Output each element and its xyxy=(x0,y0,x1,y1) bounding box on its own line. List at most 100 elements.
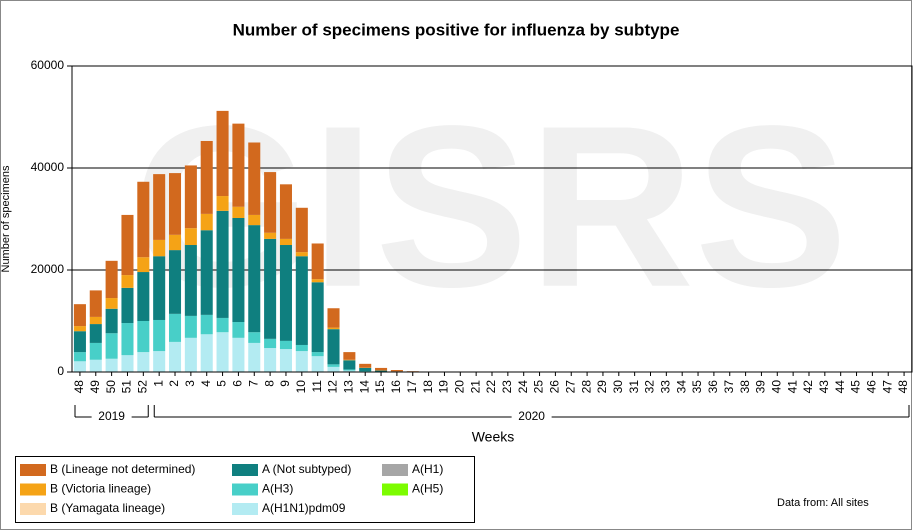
x-tick-label: 11 xyxy=(310,380,324,393)
bar-segment xyxy=(89,342,102,360)
x-tick-label: 23 xyxy=(500,380,514,394)
x-tick-label: 26 xyxy=(548,380,562,394)
bar-segment xyxy=(327,308,340,328)
x-tick-label: 34 xyxy=(674,380,688,394)
year-label: 2020 xyxy=(518,409,545,423)
x-tick-label: 43 xyxy=(817,380,831,394)
legend-box xyxy=(15,456,475,523)
x-tick-label: 9 xyxy=(278,380,292,387)
bar-segment xyxy=(184,245,197,316)
bar-segment xyxy=(73,361,86,372)
x-tick-label: 27 xyxy=(563,380,577,394)
x-tick-label: 45 xyxy=(849,380,863,394)
bar-segment xyxy=(168,234,182,251)
bar-segment xyxy=(153,351,166,372)
x-tick-label: 51 xyxy=(120,380,134,394)
bar-segment xyxy=(311,243,324,280)
bar-segment xyxy=(248,342,261,372)
bar-segment xyxy=(327,329,340,365)
legend-label: A(H1) xyxy=(412,462,443,476)
bar-segment xyxy=(89,359,102,372)
bar-segment xyxy=(216,210,229,318)
bar-segment xyxy=(200,230,213,315)
bar-segment xyxy=(153,239,166,257)
legend-label: A(H3) xyxy=(262,482,293,496)
legend-label: A(H1N1)pdm09 xyxy=(262,501,346,515)
x-tick-label: 52 xyxy=(135,380,149,394)
legend-swatch xyxy=(382,483,408,496)
x-tick-label: 17 xyxy=(405,380,419,394)
bar-segment xyxy=(311,356,324,372)
bar-segment xyxy=(89,316,102,325)
y-tick-label: 60000 xyxy=(31,58,65,72)
bar-segment xyxy=(121,355,134,372)
source-note: Data from: All sites xyxy=(777,497,869,509)
x-tick-label: 33 xyxy=(659,380,673,394)
x-tick-label: 35 xyxy=(690,380,704,394)
x-tick-label: 19 xyxy=(437,380,451,394)
bar-segment xyxy=(343,352,356,360)
year-label: 2019 xyxy=(98,409,125,423)
bar-segment xyxy=(232,337,245,372)
x-tick-label: 49 xyxy=(88,380,102,394)
bar-segment xyxy=(153,256,166,320)
bar-segment xyxy=(184,228,197,246)
bar-segment xyxy=(279,245,292,341)
bar-segment xyxy=(105,358,118,372)
bar-segment xyxy=(390,370,403,372)
bar-segment xyxy=(343,369,356,371)
bar-segment xyxy=(279,184,292,239)
bar-segment xyxy=(121,214,134,276)
x-tick-label: 30 xyxy=(611,380,625,394)
x-tick-label: 1 xyxy=(151,380,165,387)
bar-segment xyxy=(375,367,388,371)
bar-segment xyxy=(73,331,86,353)
x-tick-label: 21 xyxy=(468,380,482,394)
x-tick-label: 22 xyxy=(484,380,498,394)
bar-segment xyxy=(200,314,213,335)
x-tick-label: 2 xyxy=(167,380,181,387)
chart-title: Number of specimens positive for influen… xyxy=(233,20,680,39)
bar-segment xyxy=(153,174,166,240)
bar-segment xyxy=(168,341,182,372)
bar-segment xyxy=(343,370,356,372)
bar-segment xyxy=(73,326,86,332)
bar-segment xyxy=(137,321,150,353)
bar-segment xyxy=(168,313,182,342)
bar-segment xyxy=(248,214,261,226)
legend-label: B (Lineage not determined) xyxy=(50,462,195,476)
bar-segment xyxy=(232,217,245,323)
x-tick-label: 14 xyxy=(357,380,371,394)
bar-segment xyxy=(264,232,277,239)
bar-segment xyxy=(343,359,356,361)
bar-segment xyxy=(375,370,388,372)
x-tick-label: 5 xyxy=(215,380,229,387)
x-tick-label: 39 xyxy=(754,380,768,394)
x-tick-label: 32 xyxy=(643,380,657,394)
bar-segment xyxy=(264,238,277,339)
bar-segment xyxy=(248,142,261,215)
bar-segment xyxy=(232,206,245,218)
legend-swatch xyxy=(232,503,258,515)
y-tick-label: 20000 xyxy=(31,262,65,276)
bar-segment xyxy=(359,370,372,372)
bar-segment xyxy=(121,287,134,324)
bar-segment xyxy=(121,275,134,288)
bar-segment xyxy=(200,140,213,214)
bar-segment xyxy=(105,298,118,309)
bar-segment xyxy=(105,260,118,299)
bar-segment xyxy=(137,272,150,321)
bar-segment xyxy=(216,317,229,333)
x-tick-label: 24 xyxy=(516,380,530,394)
legend-swatch xyxy=(382,464,408,476)
x-tick-label: 8 xyxy=(262,380,276,387)
bar-segment xyxy=(184,337,197,372)
x-tick-label: 6 xyxy=(231,380,245,387)
bar-segment xyxy=(184,315,197,338)
x-tick-label: 47 xyxy=(880,380,894,394)
x-tick-label: 40 xyxy=(769,380,783,394)
bar-segment xyxy=(168,173,182,235)
bar-segment xyxy=(232,123,245,207)
x-tick-label: 7 xyxy=(246,380,260,387)
